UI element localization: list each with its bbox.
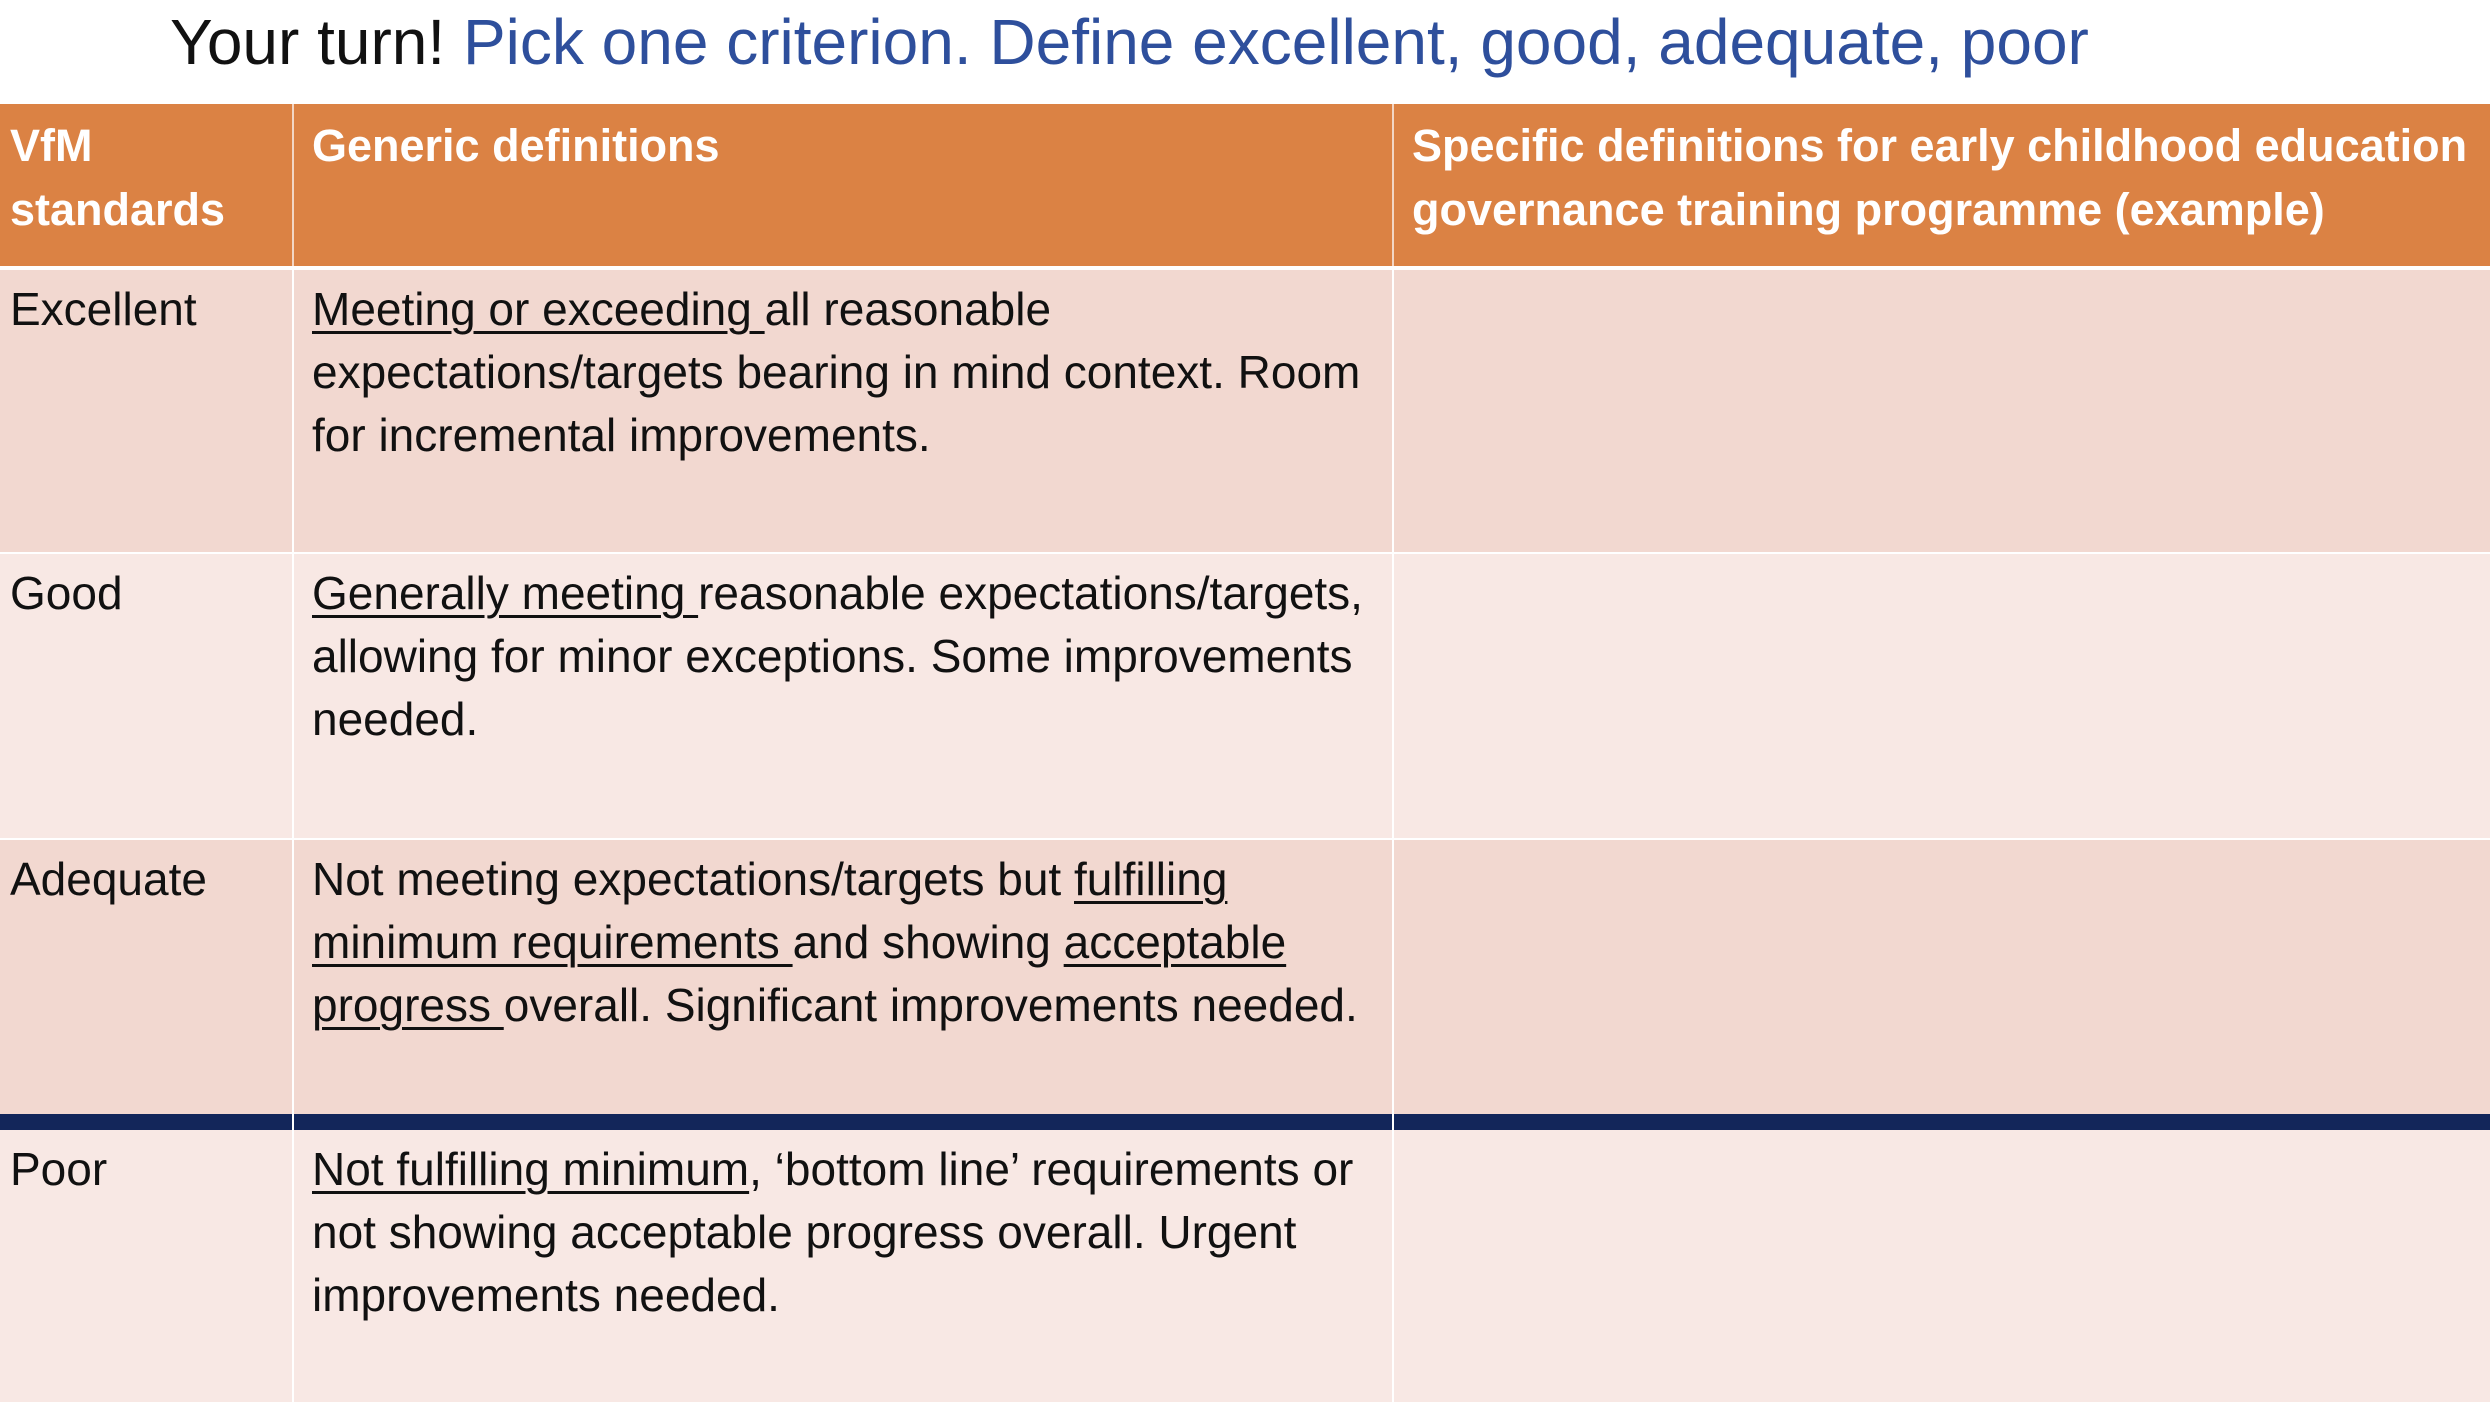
poor-threshold-divider xyxy=(0,1114,2490,1130)
column-divider xyxy=(1392,270,1394,1402)
header-vfm-standards: VfM standards xyxy=(10,120,226,235)
standard-cell: Excellent xyxy=(10,283,197,335)
definition-text: , ‘bottom line’ requirements or not show… xyxy=(312,1143,1354,1321)
standard-cell: Good xyxy=(10,567,123,619)
generic-definition-cell: Not fulfilling minimum, ‘bottom line’ re… xyxy=(294,1130,1392,1402)
title-lead: Your turn! xyxy=(170,6,446,78)
underlined-phrase: Generally meeting xyxy=(312,567,699,619)
vfm-standards-table: VfM standards Generic definitions Specif… xyxy=(0,104,2490,1402)
header-specific-definitions: Specific definitions for early childhood… xyxy=(1412,120,2468,235)
header-divider xyxy=(292,104,294,266)
header-rule xyxy=(0,266,2490,270)
underlined-phrase: Not fulfilling minimum xyxy=(312,1143,750,1195)
specific-definition-cell[interactable] xyxy=(1394,554,2490,838)
column-divider xyxy=(292,270,294,1402)
underlined-phrase: fulfilling minimum requirements xyxy=(312,853,1228,968)
definition-text: reasonable expectations/targets, allowin… xyxy=(312,567,1363,745)
specific-definition-cell[interactable] xyxy=(1394,1130,2490,1402)
title-accent: Pick one criterion. Define excellent, go… xyxy=(462,6,2089,78)
table-row-adequate: Adequate Not meeting expectations/target… xyxy=(0,840,2490,1114)
definition-text: Not meeting expectations/targets but xyxy=(312,853,1074,905)
table-row-poor: Poor Not fulfilling minimum, ‘bottom lin… xyxy=(0,1130,2490,1402)
table-row-good: Good Generally meeting reasonable expect… xyxy=(0,554,2490,838)
underlined-phrase: Meeting or exceeding xyxy=(312,283,765,335)
generic-definition-cell: Generally meeting reasonable expectation… xyxy=(294,554,1392,838)
definition-text: overall. Significant improvements needed… xyxy=(503,979,1358,1031)
underlined-phrase: acceptable progress xyxy=(312,916,1287,1031)
header-divider xyxy=(1392,104,1394,266)
header-generic-definitions: Generic definitions xyxy=(312,120,720,171)
table-header-row: VfM standards Generic definitions Specif… xyxy=(0,104,2490,266)
generic-definition-cell: Not meeting expectations/targets but ful… xyxy=(294,840,1392,1114)
definition-text: all reasonable expectations/targets bear… xyxy=(312,283,1361,461)
definition-text: and showing xyxy=(792,916,1064,968)
standard-cell: Poor xyxy=(10,1143,108,1195)
standard-cell: Adequate xyxy=(10,853,207,905)
specific-definition-cell[interactable] xyxy=(1394,270,2490,552)
slide-title: Your turn! Pick one criterion. Define ex… xyxy=(170,0,2089,96)
generic-definition-cell: Meeting or exceeding all reasonable expe… xyxy=(294,270,1392,552)
specific-definition-cell[interactable] xyxy=(1394,840,2490,1114)
table-row-excellent: Excellent Meeting or exceeding all reaso… xyxy=(0,270,2490,552)
